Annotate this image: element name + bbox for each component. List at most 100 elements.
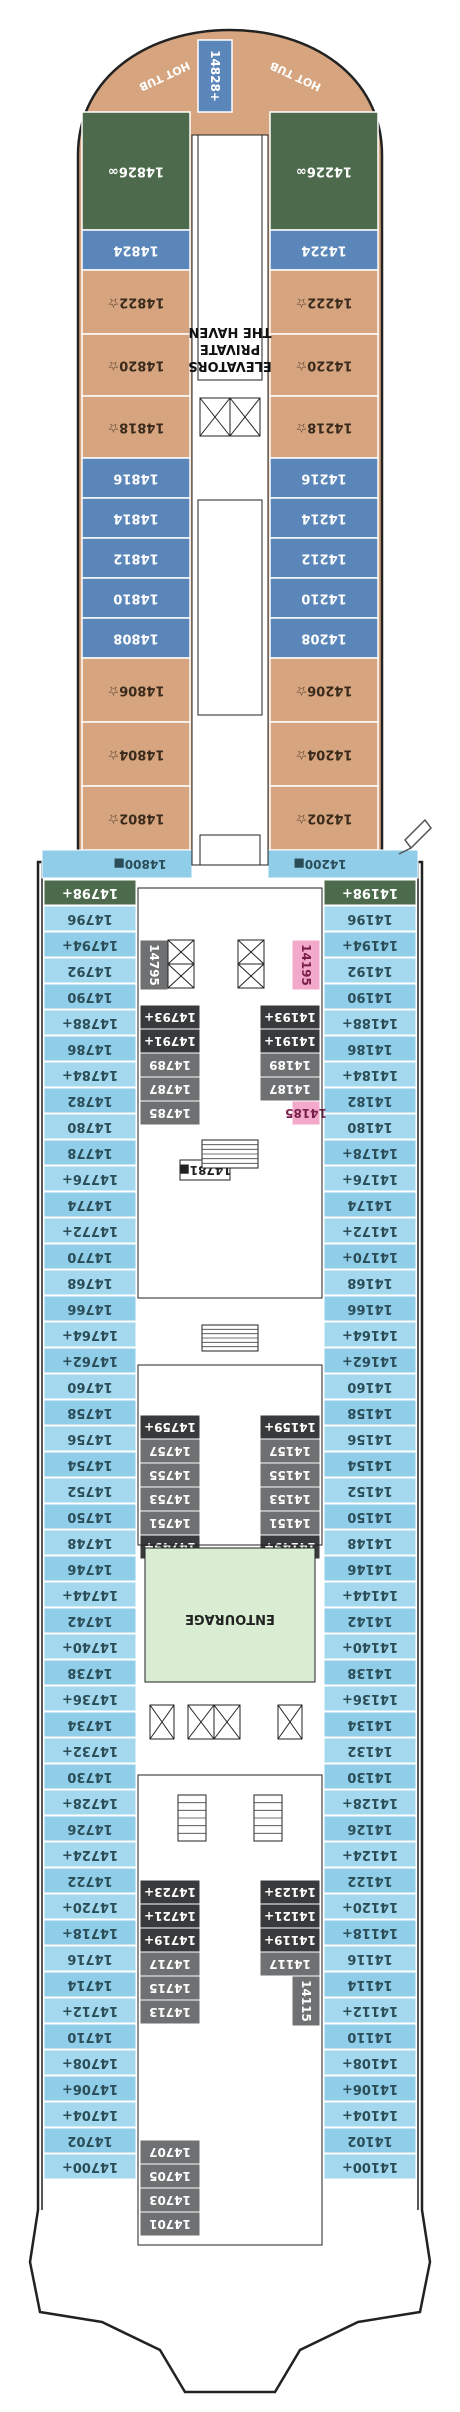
cabin-14790 xyxy=(43,983,137,1010)
inner-cabin-14187 xyxy=(259,1076,321,1102)
cabin-14106 xyxy=(323,2075,417,2102)
cabin-14168-label: 14168 xyxy=(347,1275,392,1290)
cabin-14794-label: 14794+ xyxy=(62,937,118,952)
inner-cabin-14713 xyxy=(139,1999,201,2025)
inner-cabin-14791 xyxy=(139,1028,201,1054)
inner-cabin-14705-label: 14705 xyxy=(149,2169,191,2183)
haven-stair xyxy=(199,834,261,866)
cabin-14750-label: 14750 xyxy=(67,1509,112,1524)
cabin-14158-label: 14158 xyxy=(347,1405,392,1420)
inner-cabin-14715-label: 14715 xyxy=(149,1981,191,1995)
cabin-14116-label: 14116 xyxy=(347,1951,392,1966)
cabin-14774-label: 14774 xyxy=(67,1197,112,1212)
stair-mid xyxy=(201,1324,259,1352)
haven-suite-14804 xyxy=(81,721,191,787)
inner-cabin-14193 xyxy=(259,1004,321,1030)
cabin-14798-label: 14798+ xyxy=(62,885,118,900)
inner-cabin-14721-label: 14721+ xyxy=(144,1909,196,1923)
cabin-14742 xyxy=(43,1607,137,1634)
cabin-14762 xyxy=(43,1347,137,1374)
inner-cabin-14159 xyxy=(259,1414,321,1440)
cabin-14170-label: 14170+ xyxy=(342,1249,398,1264)
cabin-14128-label: 14128+ xyxy=(342,1795,398,1810)
cabin-14154-label: 14154 xyxy=(347,1457,392,1472)
cabin-14182-label: 14182 xyxy=(347,1093,392,1108)
cabin-14780 xyxy=(43,1113,137,1140)
inner-cabin-14115-label: 14115 xyxy=(299,1980,313,2022)
cabin-14132-label: 14132 xyxy=(347,1743,392,1758)
cabin-14162-label: 14162+ xyxy=(342,1353,398,1368)
cabin-14734 xyxy=(43,1711,137,1738)
inner-cabin-14789 xyxy=(139,1052,201,1078)
cabin-14700 xyxy=(43,2153,137,2180)
cabin-14768 xyxy=(43,1269,137,1296)
cabin-14792-label: 14792 xyxy=(67,963,112,978)
inner-cabin-14753 xyxy=(139,1486,201,1512)
cabin-14174-label: 14174 xyxy=(347,1197,392,1212)
cabin-14766-label: 14766 xyxy=(67,1301,112,1316)
cabin-14748-label: 14748 xyxy=(67,1535,112,1550)
cabin-14730 xyxy=(43,1763,137,1790)
haven-suite-14808-label: 14808 xyxy=(113,631,158,646)
haven-elevator-box xyxy=(199,397,261,437)
cabin-14746-label: 14746 xyxy=(67,1561,112,1576)
haven-top-suite xyxy=(197,39,233,113)
cabin-14722-label: 14722 xyxy=(67,1873,112,1888)
haven-suite-14800-label: 14800■ xyxy=(113,857,166,871)
cabin-14752 xyxy=(43,1477,137,1504)
cabin-14736-label: 14736+ xyxy=(62,1691,118,1706)
cabin-14192-label: 14192 xyxy=(347,963,392,978)
cabin-14712 xyxy=(43,1997,137,2024)
inner-cabin-14193-label: 14193+ xyxy=(264,1010,316,1024)
haven-suite-14826 xyxy=(81,111,191,231)
haven-suite-14802-label: 14802☆ xyxy=(108,811,165,826)
cabin-14766 xyxy=(43,1295,137,1322)
haven-top-suite-label: 14828+ xyxy=(208,50,222,102)
haven-suite-14814-label: 14814 xyxy=(113,511,158,526)
haven-suite-14812-label: 14812 xyxy=(113,551,158,566)
cabin-14118 xyxy=(323,1919,417,1946)
cabin-14126-label: 14126 xyxy=(347,1821,392,1836)
inner-cabin-14717 xyxy=(139,1951,201,1977)
stair-aft-stbd xyxy=(253,1794,283,1842)
inner-cabin-14153 xyxy=(259,1486,321,1512)
cabin-14198 xyxy=(323,879,417,906)
deck-chair-icon xyxy=(398,818,432,855)
cabin-14734-label: 14734 xyxy=(67,1717,112,1732)
haven-suite-14822-label: 14822☆ xyxy=(108,295,165,310)
cabin-14748 xyxy=(43,1529,137,1556)
inner-cabin-14751 xyxy=(139,1510,201,1536)
cabin-14192 xyxy=(323,957,417,984)
cabin-14798 xyxy=(43,879,137,906)
cabin-14100 xyxy=(323,2153,417,2180)
cabin-14110-label: 14110 xyxy=(347,2029,392,2044)
haven-elevators-line-1: THE HAVEN xyxy=(188,324,271,339)
inner-cabin-14195 xyxy=(291,939,321,991)
cabin-14178 xyxy=(323,1139,417,1166)
cabin-14186 xyxy=(323,1035,417,1062)
haven-suite-14816-label: 14816 xyxy=(113,471,158,486)
cabin-14724 xyxy=(43,1841,137,1868)
cabin-14716 xyxy=(43,1945,137,1972)
cabin-14160-label: 14160 xyxy=(347,1379,392,1394)
cabin-14704-label: 14704+ xyxy=(62,2107,118,2122)
inner-cabin-14785-label: 14785 xyxy=(149,1106,191,1120)
haven-suite-14820-label: 14820☆ xyxy=(108,358,165,373)
cabin-14188-label: 14188+ xyxy=(342,1015,398,1030)
elevator-aft-2 xyxy=(213,1704,241,1740)
cabin-14142 xyxy=(323,1607,417,1634)
cabin-14762-label: 14762+ xyxy=(62,1353,118,1368)
cabin-14118-label: 14118+ xyxy=(342,1925,398,1940)
cabin-14156-label: 14156 xyxy=(347,1431,392,1446)
cabin-14104-label: 14104+ xyxy=(342,2107,398,2122)
haven-suite-14206-label: 14206☆ xyxy=(296,683,353,698)
haven-suite-14208-label: 14208 xyxy=(301,631,346,646)
cabin-14114 xyxy=(323,1971,417,1998)
cabin-14116 xyxy=(323,1945,417,1972)
inner-cabin-14751-label: 14751 xyxy=(149,1516,191,1530)
cabin-14760-label: 14760 xyxy=(67,1379,112,1394)
cabin-14772 xyxy=(43,1217,137,1244)
cabin-14102 xyxy=(323,2127,417,2154)
cabin-14188 xyxy=(323,1009,417,1036)
cabin-14180 xyxy=(323,1113,417,1140)
